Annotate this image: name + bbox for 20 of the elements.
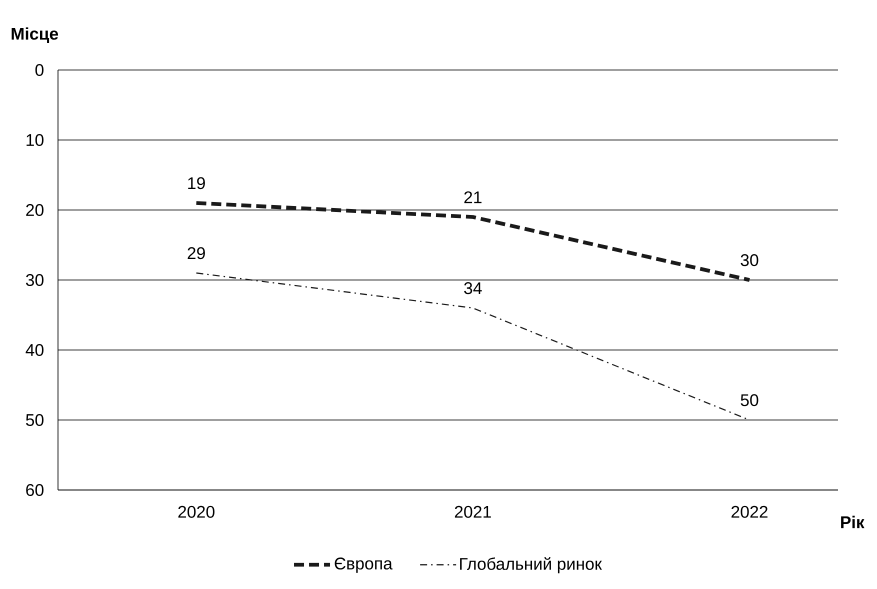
x-tick-label: 2020 [178,506,214,518]
y-tick-label: 40 [26,344,44,356]
data-label: 19 [188,177,205,190]
y-tick-label: 30 [26,274,44,286]
y-tick-label: 10 [26,134,44,146]
legend-label: Європа [334,558,393,573]
data-label: 21 [464,191,482,204]
y-tick-label: 0 [35,64,44,76]
legend-label: Глобальний ринок [460,557,602,574]
y-tick-label: 20 [26,204,44,216]
x-axis-title: Рік [841,516,864,528]
data-label: 30 [740,254,758,266]
data-label: 50 [740,394,758,406]
data-label: 29 [188,247,205,260]
y-axis-title: Місце [12,27,58,43]
y-tick-label: 60 [26,484,44,496]
data-label: 34 [464,282,482,294]
x-tick-label: 2021 [454,506,491,518]
y-tick-label: 50 [26,414,44,426]
x-tick-label: 2022 [732,506,768,518]
